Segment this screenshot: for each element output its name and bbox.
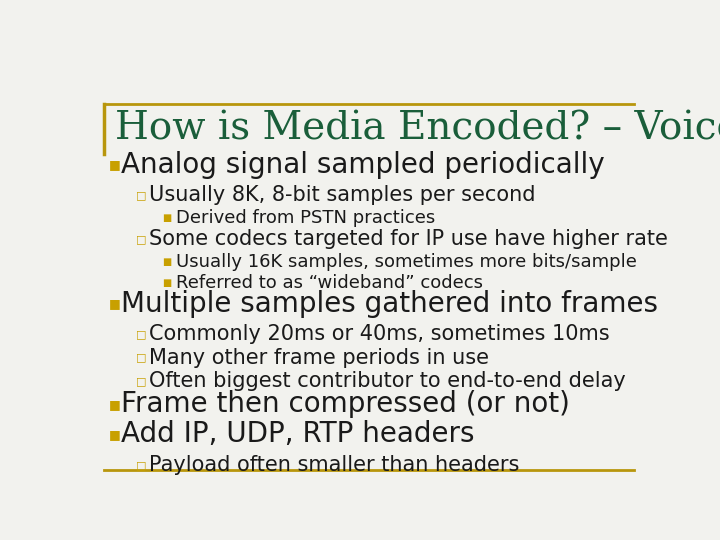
Text: Often biggest contributor to end-to-end delay: Often biggest contributor to end-to-end … — [148, 371, 626, 391]
Text: □: □ — [136, 234, 146, 244]
Text: □: □ — [136, 353, 146, 362]
Text: Many other frame periods in use: Many other frame periods in use — [148, 348, 489, 368]
Text: Add IP, UDP, RTP headers: Add IP, UDP, RTP headers — [121, 421, 474, 448]
Text: ■: ■ — [109, 298, 120, 310]
Text: □: □ — [136, 190, 146, 200]
Text: Derived from PSTN practices: Derived from PSTN practices — [176, 209, 436, 227]
Text: Some codecs targeted for IP use have higher rate: Some codecs targeted for IP use have hig… — [148, 229, 667, 249]
Text: ■: ■ — [109, 428, 120, 441]
Text: □: □ — [136, 329, 146, 339]
Text: How is Media Encoded? – Voice: How is Media Encoded? – Voice — [115, 111, 720, 148]
Text: Usually 8K, 8-bit samples per second: Usually 8K, 8-bit samples per second — [148, 185, 535, 205]
Text: Referred to as “wideband” codecs: Referred to as “wideband” codecs — [176, 274, 484, 292]
Text: Usually 16K samples, sometimes more bits/sample: Usually 16K samples, sometimes more bits… — [176, 253, 637, 271]
Text: Payload often smaller than headers: Payload often smaller than headers — [148, 455, 519, 475]
Text: Multiple samples gathered into frames: Multiple samples gathered into frames — [121, 290, 657, 318]
Text: ■: ■ — [109, 397, 120, 410]
Text: ■: ■ — [163, 213, 172, 223]
Text: Analog signal sampled periodically: Analog signal sampled periodically — [121, 151, 604, 179]
Text: ■: ■ — [163, 278, 172, 288]
Text: ■: ■ — [109, 158, 120, 171]
Text: Commonly 20ms or 40ms, sometimes 10ms: Commonly 20ms or 40ms, sometimes 10ms — [148, 324, 609, 344]
Text: □: □ — [136, 376, 146, 386]
Text: Frame then compressed (or not): Frame then compressed (or not) — [121, 390, 570, 418]
Text: ■: ■ — [163, 257, 172, 267]
Text: □: □ — [136, 460, 146, 470]
